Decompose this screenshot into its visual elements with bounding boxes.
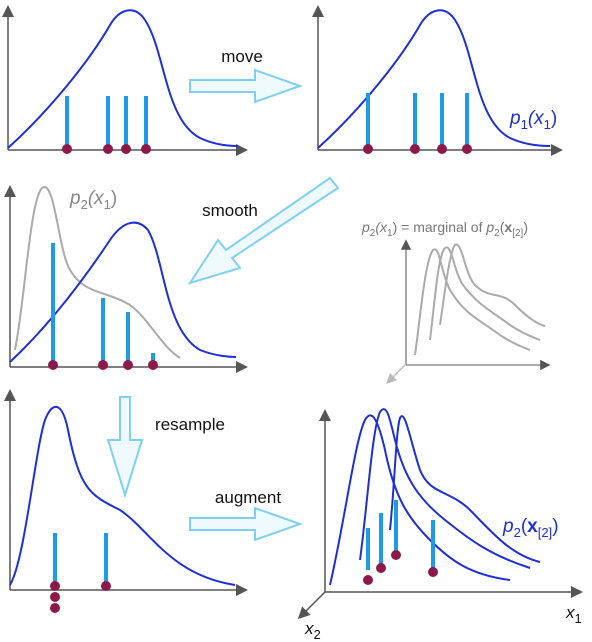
step-label: smooth <box>202 201 258 220</box>
augment-arrow: augment <box>189 488 303 542</box>
step-label: augment <box>215 488 281 507</box>
resample-arrow: resample <box>106 396 225 499</box>
step-label: resample <box>155 415 225 434</box>
move-arrow: move <box>189 47 303 104</box>
smooth-arrow: smooth <box>187 176 340 285</box>
axis-label: x1 <box>565 603 582 626</box>
p2-joint-label: p2(x[2]) <box>502 516 559 540</box>
panel-4 <box>3 389 248 613</box>
panel-3: p2(x1) <box>3 185 248 373</box>
p2-label: p2(x1) <box>69 188 117 212</box>
panel-2: p1(x1) <box>312 5 563 156</box>
p1-label: p1(x1) <box>509 108 557 132</box>
axis-label: x2 <box>304 619 321 642</box>
step-label: move <box>221 47 263 66</box>
marginal-label: p2(x1) = marginal of p2(x[2]) <box>361 219 528 239</box>
marginal-panel: p2(x1) = marginal of p2(x[2]) <box>361 219 551 384</box>
panel-5: p2(x[2]) x1 x2 <box>297 408 583 642</box>
panel-1 <box>1 5 248 156</box>
